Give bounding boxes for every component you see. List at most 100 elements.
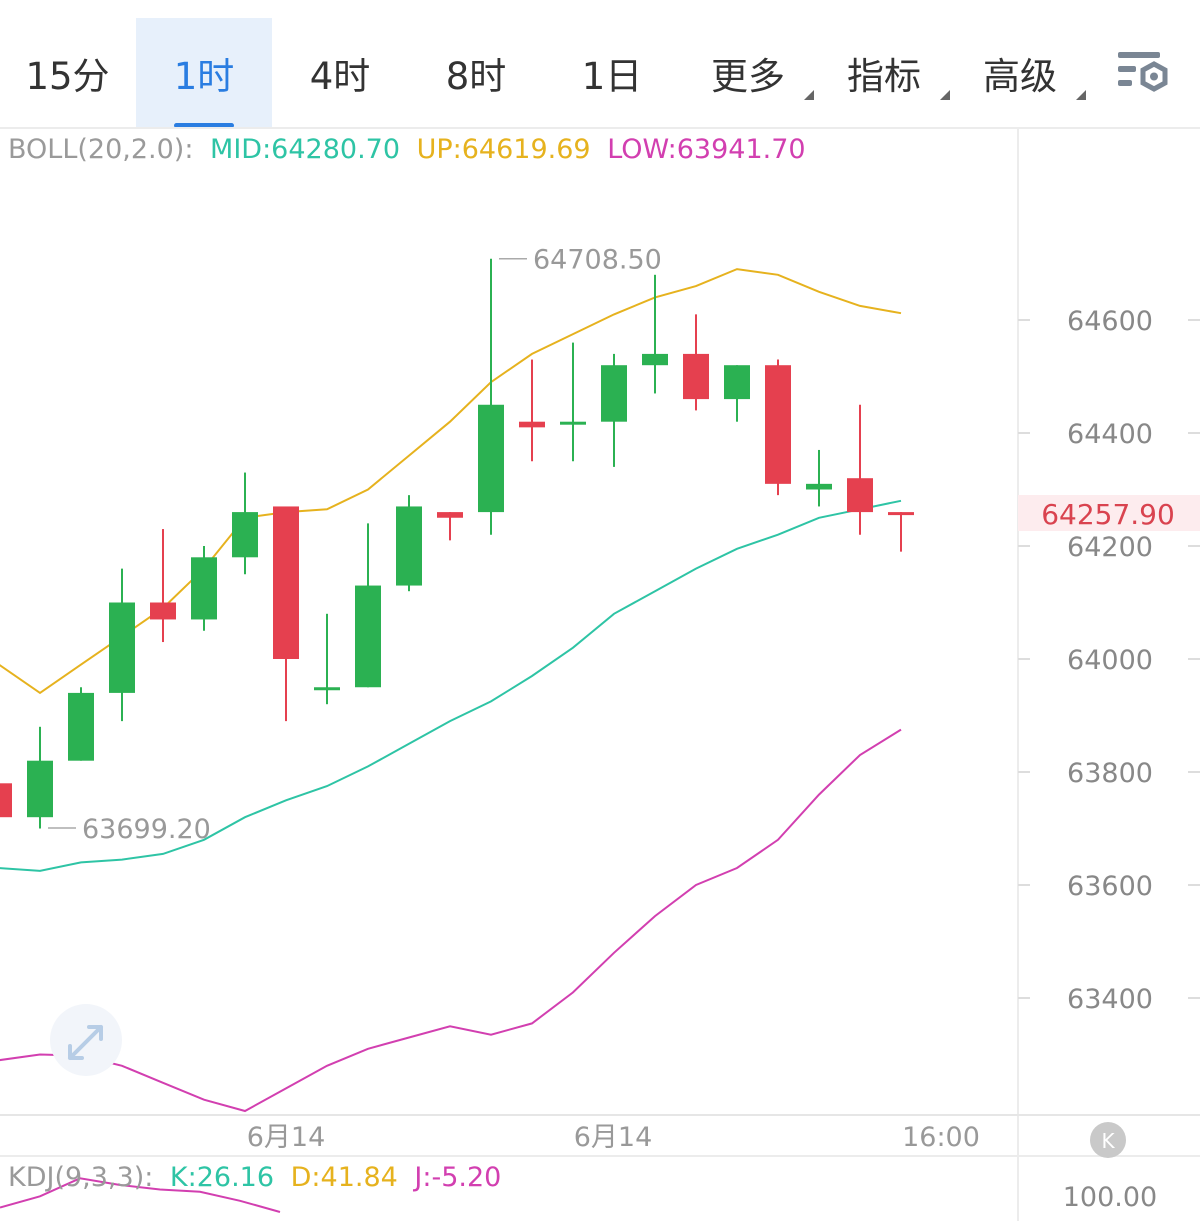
- chart-settings-icon[interactable]: [1112, 48, 1174, 98]
- candle: [478, 258, 504, 535]
- candle: [68, 687, 94, 761]
- current-price-bg: [1018, 495, 1200, 531]
- boll-upper-line: [0, 268, 902, 695]
- dropdown-triangle-icon: [804, 90, 814, 100]
- candle: [519, 359, 545, 462]
- candle: [642, 274, 668, 394]
- candle: [683, 314, 709, 411]
- y-axis: 64600 64400 64200 64000 63800 63600 63400: [1018, 306, 1200, 1015]
- annotations: 64708.50 63699.20: [48, 245, 662, 845]
- candle-body: [847, 478, 873, 513]
- candle: [232, 472, 258, 575]
- kdj-k: K:26.16: [170, 1162, 274, 1193]
- kdj-j: J:-5.20: [412, 1162, 501, 1193]
- tab-label: 4时: [309, 55, 371, 98]
- svg-text:K: K: [1101, 1129, 1115, 1153]
- candle-body: [478, 404, 504, 513]
- kdj-d: D:41.84: [291, 1162, 398, 1193]
- y-tick-label: 64000: [1067, 645, 1153, 676]
- candle-body: [806, 483, 832, 490]
- candle-body: [888, 512, 914, 516]
- candle: [27, 726, 53, 829]
- x-tick-label: 6月14: [574, 1122, 653, 1153]
- tab-label: 高级: [983, 55, 1057, 98]
- tab-label: 指标: [847, 55, 921, 98]
- y-tick-label: 63600: [1067, 871, 1153, 902]
- scroll-to-latest-icon[interactable]: K: [1090, 1122, 1126, 1158]
- candle-body: [683, 353, 709, 400]
- candle-body: [150, 602, 176, 620]
- candle: [724, 365, 750, 422]
- candle-body: [68, 692, 94, 761]
- boll-mid: MID:64280.70: [210, 134, 400, 165]
- tab-label: 更多: [711, 55, 785, 98]
- tab-label: 1时: [173, 55, 235, 98]
- candle-body: [519, 421, 545, 428]
- candle-body: [437, 512, 463, 518]
- current-price-label: 64257.90: [1041, 498, 1175, 531]
- candle-body: [724, 365, 750, 400]
- kdj-j-line: [0, 1177, 281, 1213]
- active-tab-indicator: [174, 123, 234, 128]
- boll-legend: BOLL(20,2.0): MID:64280.70 UP:64619.69 L…: [8, 134, 806, 165]
- tab-label: 8时: [445, 55, 507, 98]
- high-price-label: 64708.50: [533, 245, 662, 276]
- tab-1h[interactable]: 1时: [136, 18, 272, 128]
- candle-body: [232, 512, 258, 558]
- candles: [0, 258, 914, 829]
- candle-body: [396, 506, 422, 586]
- candle: [560, 342, 586, 462]
- tab-4h[interactable]: 4时: [272, 18, 408, 128]
- kdj-name: KDJ(9,3,3):: [8, 1162, 153, 1193]
- y-tick-label: 63800: [1067, 758, 1153, 789]
- candle-body: [27, 760, 53, 818]
- bollinger-bands: [0, 268, 902, 1113]
- y-tick-label: 64200: [1067, 532, 1153, 563]
- candle: [806, 449, 832, 507]
- x-tick-label: 16:00: [902, 1122, 980, 1153]
- candle: [273, 506, 299, 722]
- candle-body: [601, 365, 627, 422]
- candle: [355, 523, 381, 688]
- expand-icon[interactable]: [50, 1004, 122, 1076]
- tab-more[interactable]: 更多: [680, 18, 816, 128]
- boll-name: BOLL(20,2.0):: [8, 134, 193, 165]
- y-tick-label: 64400: [1067, 419, 1153, 450]
- kdj-axis-top: 100.00: [1063, 1182, 1157, 1213]
- boll-low: LOW:63941.70: [607, 134, 805, 165]
- dropdown-triangle-icon: [940, 90, 950, 100]
- candle: [150, 529, 176, 643]
- x-tick-label: 6月14: [247, 1122, 326, 1153]
- candle-body: [109, 602, 135, 693]
- candle-body: [355, 585, 381, 688]
- candle-body: [191, 557, 217, 620]
- candle: [314, 613, 340, 705]
- tab-15m[interactable]: 15分: [0, 18, 135, 128]
- candle: [601, 353, 627, 467]
- candle: [109, 568, 135, 722]
- candle: [847, 404, 873, 535]
- candle-body: [642, 353, 668, 366]
- candle-body: [0, 783, 12, 818]
- tab-label: 15分: [25, 55, 110, 98]
- y-tick-label: 63400: [1067, 984, 1153, 1015]
- dropdown-triangle-icon: [1076, 90, 1086, 100]
- candle: [765, 359, 791, 496]
- kdj-legend: KDJ(9,3,3): K:26.16 D:41.84 J:-5.20: [8, 1162, 501, 1193]
- tab-indicators[interactable]: 指标: [816, 18, 952, 128]
- tab-advanced[interactable]: 高级: [952, 18, 1088, 128]
- boll-lower-line: [0, 728, 902, 1113]
- kdj-lines: [0, 1177, 281, 1213]
- tab-1d[interactable]: 1日: [544, 18, 680, 128]
- candle: [0, 783, 12, 818]
- tab-label: 1日: [581, 55, 643, 98]
- timeframe-tabs: 15分 1时 4时 8时 1日 更多 指标 高级: [0, 0, 1200, 128]
- candle: [396, 495, 422, 592]
- boll-mid-line: [0, 499, 902, 872]
- low-price-label: 63699.20: [82, 814, 211, 845]
- boll-up: UP:64619.69: [417, 134, 591, 165]
- candle: [437, 512, 463, 541]
- tab-8h[interactable]: 8时: [408, 18, 544, 128]
- candle-body: [765, 365, 791, 484]
